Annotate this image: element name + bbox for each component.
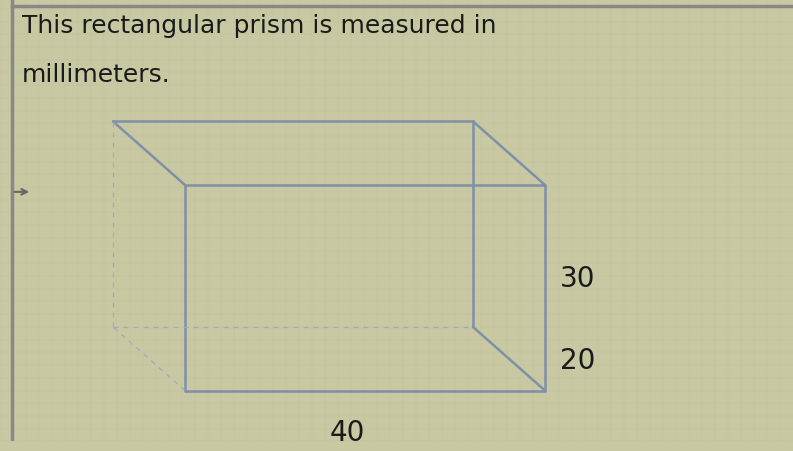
Text: 30: 30 <box>560 264 596 292</box>
Text: This rectangular prism is measured in: This rectangular prism is measured in <box>22 14 496 37</box>
Text: millimeters.: millimeters. <box>22 63 170 87</box>
Text: 40: 40 <box>329 418 365 446</box>
Text: 20: 20 <box>560 346 596 374</box>
